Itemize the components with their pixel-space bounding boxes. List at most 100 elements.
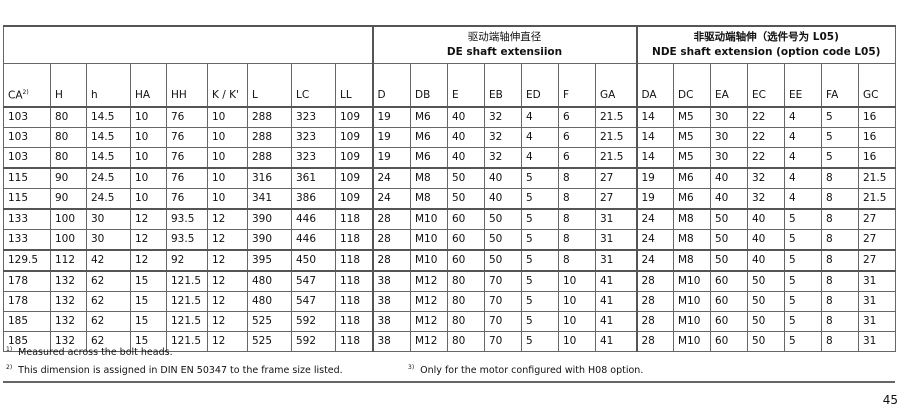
table-cell: 50 — [710, 229, 748, 251]
table-cell: 10 — [130, 167, 167, 189]
table-cell: 121.5 — [166, 270, 208, 292]
table-cell: 103 — [3, 147, 51, 169]
table-cell: 50 — [447, 188, 485, 210]
table-cell: 109 — [335, 188, 373, 210]
table-cell: 21.5 — [595, 147, 637, 169]
table-cell: 8 — [821, 249, 859, 272]
table-cell: 4 — [784, 147, 822, 169]
table-cell: 129.5 — [3, 249, 51, 272]
column-header-ca: CA2) — [3, 63, 51, 108]
table-cell: 40 — [710, 167, 748, 189]
table-cell: 15 — [130, 331, 167, 352]
table-cell: M10 — [410, 208, 448, 230]
table-cell: 30 — [710, 127, 748, 148]
group-header-blank — [3, 25, 373, 64]
table-cell: 27 — [858, 208, 896, 230]
table-cell: 12 — [130, 229, 167, 251]
table-cell: 80 — [50, 106, 87, 128]
column-header-label: E — [452, 89, 459, 101]
table-cell: 592 — [291, 331, 336, 352]
nde-shaft-header-en: NDE shaft extension (option code L05) — [652, 46, 881, 58]
table-cell: 38 — [371, 311, 411, 332]
column-header-label: DC — [678, 89, 694, 101]
table-cell: 323 — [291, 147, 336, 169]
table-cell: 31 — [858, 270, 896, 292]
table-cell: 4 — [784, 127, 822, 148]
table-cell: 41 — [595, 291, 637, 312]
table-cell: 40 — [447, 147, 485, 169]
column-header-gc: GC — [858, 63, 896, 108]
table-cell: 5 — [821, 106, 859, 128]
table-cell: 341 — [247, 188, 292, 210]
table-cell: M10 — [410, 229, 448, 251]
column-header-label: K / K' — [212, 89, 239, 101]
table-cell: 547 — [291, 291, 336, 312]
table-row: 178 132 62 15 121.5 12 480 547 118 38 M12 80 70 5 10 41… — [3, 291, 896, 312]
table-cell: 6 — [558, 106, 596, 128]
table-cell: 42 — [86, 249, 131, 272]
table-cell: 118 — [335, 291, 373, 312]
column-header-lc: LC — [291, 63, 336, 108]
table-cell: 32 — [747, 167, 785, 189]
table-cell: 10 — [207, 167, 248, 189]
column-header-label: EC — [752, 89, 766, 101]
table-cell: 5 — [821, 127, 859, 148]
table-cell: M10 — [410, 249, 448, 272]
table-cell: 60 — [710, 311, 748, 332]
table-cell: 4 — [521, 127, 559, 148]
table-cell: 450 — [291, 249, 336, 272]
table-cell: 80 — [447, 331, 485, 352]
table-cell: 8 — [821, 311, 859, 332]
table-cell: 15 — [130, 291, 167, 312]
table-cell: 112 — [50, 249, 87, 272]
table-cell: 14 — [635, 147, 674, 169]
column-header-label: HA — [135, 89, 151, 101]
table-cell: 118 — [335, 249, 373, 272]
table-cell: 5 — [784, 229, 822, 251]
table-cell: 70 — [484, 291, 522, 312]
table-cell: 28 — [635, 270, 674, 292]
footnote-2: 2) This dimension is assigned in DIN EN 5… — [6, 364, 343, 376]
table-cell: 8 — [558, 208, 596, 230]
table-cell: 12 — [207, 291, 248, 312]
table-cell: 50 — [484, 208, 522, 230]
table-cell: 8 — [558, 229, 596, 251]
table-cell: 8 — [821, 229, 859, 251]
table-cell: M12 — [410, 331, 448, 352]
table-cell: 38 — [371, 291, 411, 312]
table-cell: 41 — [595, 311, 637, 332]
table-cell: 288 — [247, 127, 292, 148]
table-cell: 288 — [247, 147, 292, 169]
table-cell: 76 — [166, 147, 208, 169]
table-cell: 8 — [821, 167, 859, 189]
table-cell: 185 — [3, 331, 51, 352]
column-header-h: h — [86, 63, 131, 108]
table-cell: 40 — [484, 188, 522, 210]
table-cell: 22 — [747, 127, 785, 148]
table-cell: 19 — [371, 106, 411, 128]
table-cell: 27 — [858, 229, 896, 251]
table-cell: 50 — [747, 311, 785, 332]
page-number: 45 — [882, 393, 898, 407]
table-cell: 32 — [484, 147, 522, 169]
table-cell: 24 — [371, 167, 411, 189]
table-cell: 5 — [521, 249, 559, 272]
footnote-1-text: Measured across the bolt heads. — [18, 347, 173, 359]
table-cell: 12 — [207, 249, 248, 272]
table-cell: 5 — [784, 270, 822, 292]
table-cell: 118 — [335, 311, 373, 332]
table-cell: 8 — [558, 249, 596, 272]
table-cell: 31 — [858, 291, 896, 312]
table-cell: 31 — [858, 331, 896, 352]
table-cell: 547 — [291, 270, 336, 292]
table-row: 178 132 62 15 121.5 12 480 547 118 38 M12 80 70 5 10 41… — [3, 270, 896, 292]
table-cell: 5 — [521, 270, 559, 292]
table-cell: 50 — [747, 331, 785, 352]
table-cell: 12 — [130, 208, 167, 230]
footnote-3-text: Only for the motor configured with H08 o… — [420, 365, 644, 377]
table-cell: 6 — [558, 127, 596, 148]
table-cell: 62 — [86, 270, 131, 292]
table-cell: 121.5 — [166, 311, 208, 332]
table-cell: 288 — [247, 106, 292, 128]
table-cell: 40 — [747, 208, 785, 230]
